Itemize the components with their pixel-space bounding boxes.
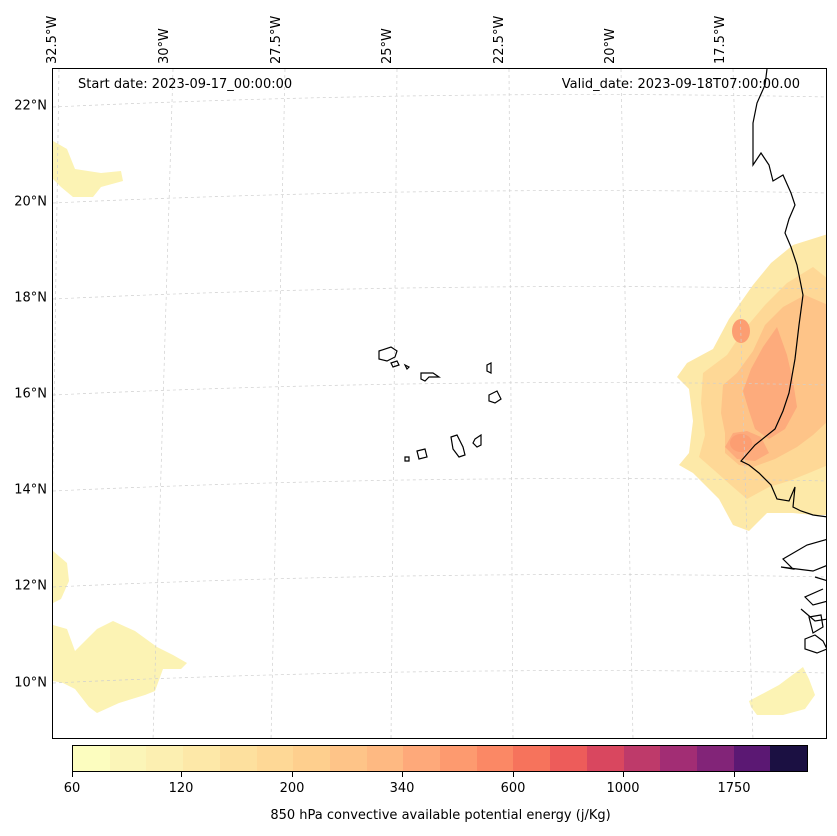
colorbar-segment bbox=[329, 746, 367, 771]
colorbar-tick bbox=[513, 772, 514, 777]
coastline-africa bbox=[740, 69, 826, 518]
lat-label-18n: 18°N bbox=[14, 290, 47, 306]
colorbar-segment bbox=[660, 746, 697, 771]
colorbar-segment bbox=[183, 746, 220, 771]
colorbar-segment bbox=[73, 746, 110, 771]
island-sal bbox=[486, 362, 492, 374]
colorbar-segment bbox=[293, 746, 330, 771]
colorbar-segment bbox=[109, 746, 147, 771]
map-panel bbox=[52, 68, 827, 739]
lon-label-20w: 20°W bbox=[603, 28, 618, 64]
island-sao-vicente bbox=[390, 360, 400, 368]
lat-label-22n: 22°N bbox=[14, 98, 47, 114]
valid-date-label: Valid_date: 2023-09-18T07:00:00.00 bbox=[561, 77, 800, 92]
lon-label-27-5w: 27.5°W bbox=[269, 15, 284, 64]
colorbar-tick-label: 200 bbox=[279, 781, 305, 796]
colorbar-title: 850 hPa convective available potential e… bbox=[270, 808, 611, 823]
colorbar-tick-label: 60 bbox=[63, 781, 81, 796]
colorbar-tick-label: 1750 bbox=[717, 781, 751, 796]
colorbar-segment bbox=[623, 746, 661, 771]
colorbar-segment bbox=[403, 746, 441, 771]
island-maio bbox=[472, 433, 482, 448]
colorbar-segment bbox=[476, 746, 514, 771]
lon-label-30w: 30°W bbox=[157, 28, 172, 64]
coast-island-1 bbox=[808, 614, 824, 634]
colorbar-segment bbox=[256, 746, 294, 771]
colorbar-tick bbox=[292, 772, 293, 777]
cape-east-max-south bbox=[730, 434, 752, 452]
map-canvas bbox=[53, 69, 826, 738]
cape-patch-southeast bbox=[749, 667, 815, 715]
colorbar-segment bbox=[770, 746, 808, 771]
cape-east-max-north bbox=[732, 319, 750, 343]
colorbar-segment bbox=[733, 746, 771, 771]
lon-label-25w: 25°W bbox=[380, 28, 395, 64]
colorbar-tick-label: 340 bbox=[389, 781, 415, 796]
colorbar-segment bbox=[366, 746, 404, 771]
colorbar-segment bbox=[696, 746, 734, 771]
lon-label-22-5w: 22.5°W bbox=[492, 15, 507, 64]
colorbar-tick-label: 1000 bbox=[606, 781, 640, 796]
lon-label-17-5w: 17.5°W bbox=[713, 15, 728, 64]
colorbar-tick bbox=[72, 772, 73, 777]
island-santiago bbox=[450, 434, 466, 458]
cape-patch-southwest-2 bbox=[53, 621, 187, 713]
colorbar-tick-label: 600 bbox=[500, 781, 526, 796]
cape-patch-northwest bbox=[53, 141, 123, 197]
graticule bbox=[53, 69, 826, 738]
colorbar-segment bbox=[219, 746, 257, 771]
lat-label-14n: 14°N bbox=[14, 482, 47, 498]
lat-label-10n: 10°N bbox=[14, 675, 47, 691]
island-fogo bbox=[416, 448, 428, 460]
colorbar-segment bbox=[146, 746, 184, 771]
colorbar-segment bbox=[586, 746, 624, 771]
lat-label-12n: 12°N bbox=[14, 578, 47, 594]
island-santo-antao bbox=[378, 346, 398, 362]
island-boa-vista bbox=[488, 390, 502, 404]
colorbar bbox=[72, 745, 808, 772]
island-brava bbox=[404, 456, 410, 462]
island-santa-luzia bbox=[403, 363, 411, 371]
colorbar-tick bbox=[181, 772, 182, 777]
colorbar-segment bbox=[550, 746, 587, 771]
colorbar-tick bbox=[623, 772, 624, 777]
coastline-guinea-bissau bbox=[780, 538, 826, 622]
colorbar-tick-label: 120 bbox=[168, 781, 194, 796]
coast-island-2 bbox=[804, 634, 826, 654]
cape-field bbox=[53, 141, 826, 715]
colorbar-tick bbox=[734, 772, 735, 777]
lat-label-16n: 16°N bbox=[14, 386, 47, 402]
cape-patch-southwest bbox=[53, 551, 69, 603]
lon-label-32-5w: 32.5°W bbox=[45, 15, 60, 64]
coastlines bbox=[378, 69, 826, 654]
colorbar-segment bbox=[513, 746, 551, 771]
lat-label-20n: 20°N bbox=[14, 194, 47, 210]
colorbar-segment bbox=[440, 746, 477, 771]
start-date-label: Start date: 2023-09-17_00:00:00 bbox=[78, 77, 293, 92]
island-sao-nicolau bbox=[420, 372, 441, 382]
colorbar-tick bbox=[402, 772, 403, 777]
